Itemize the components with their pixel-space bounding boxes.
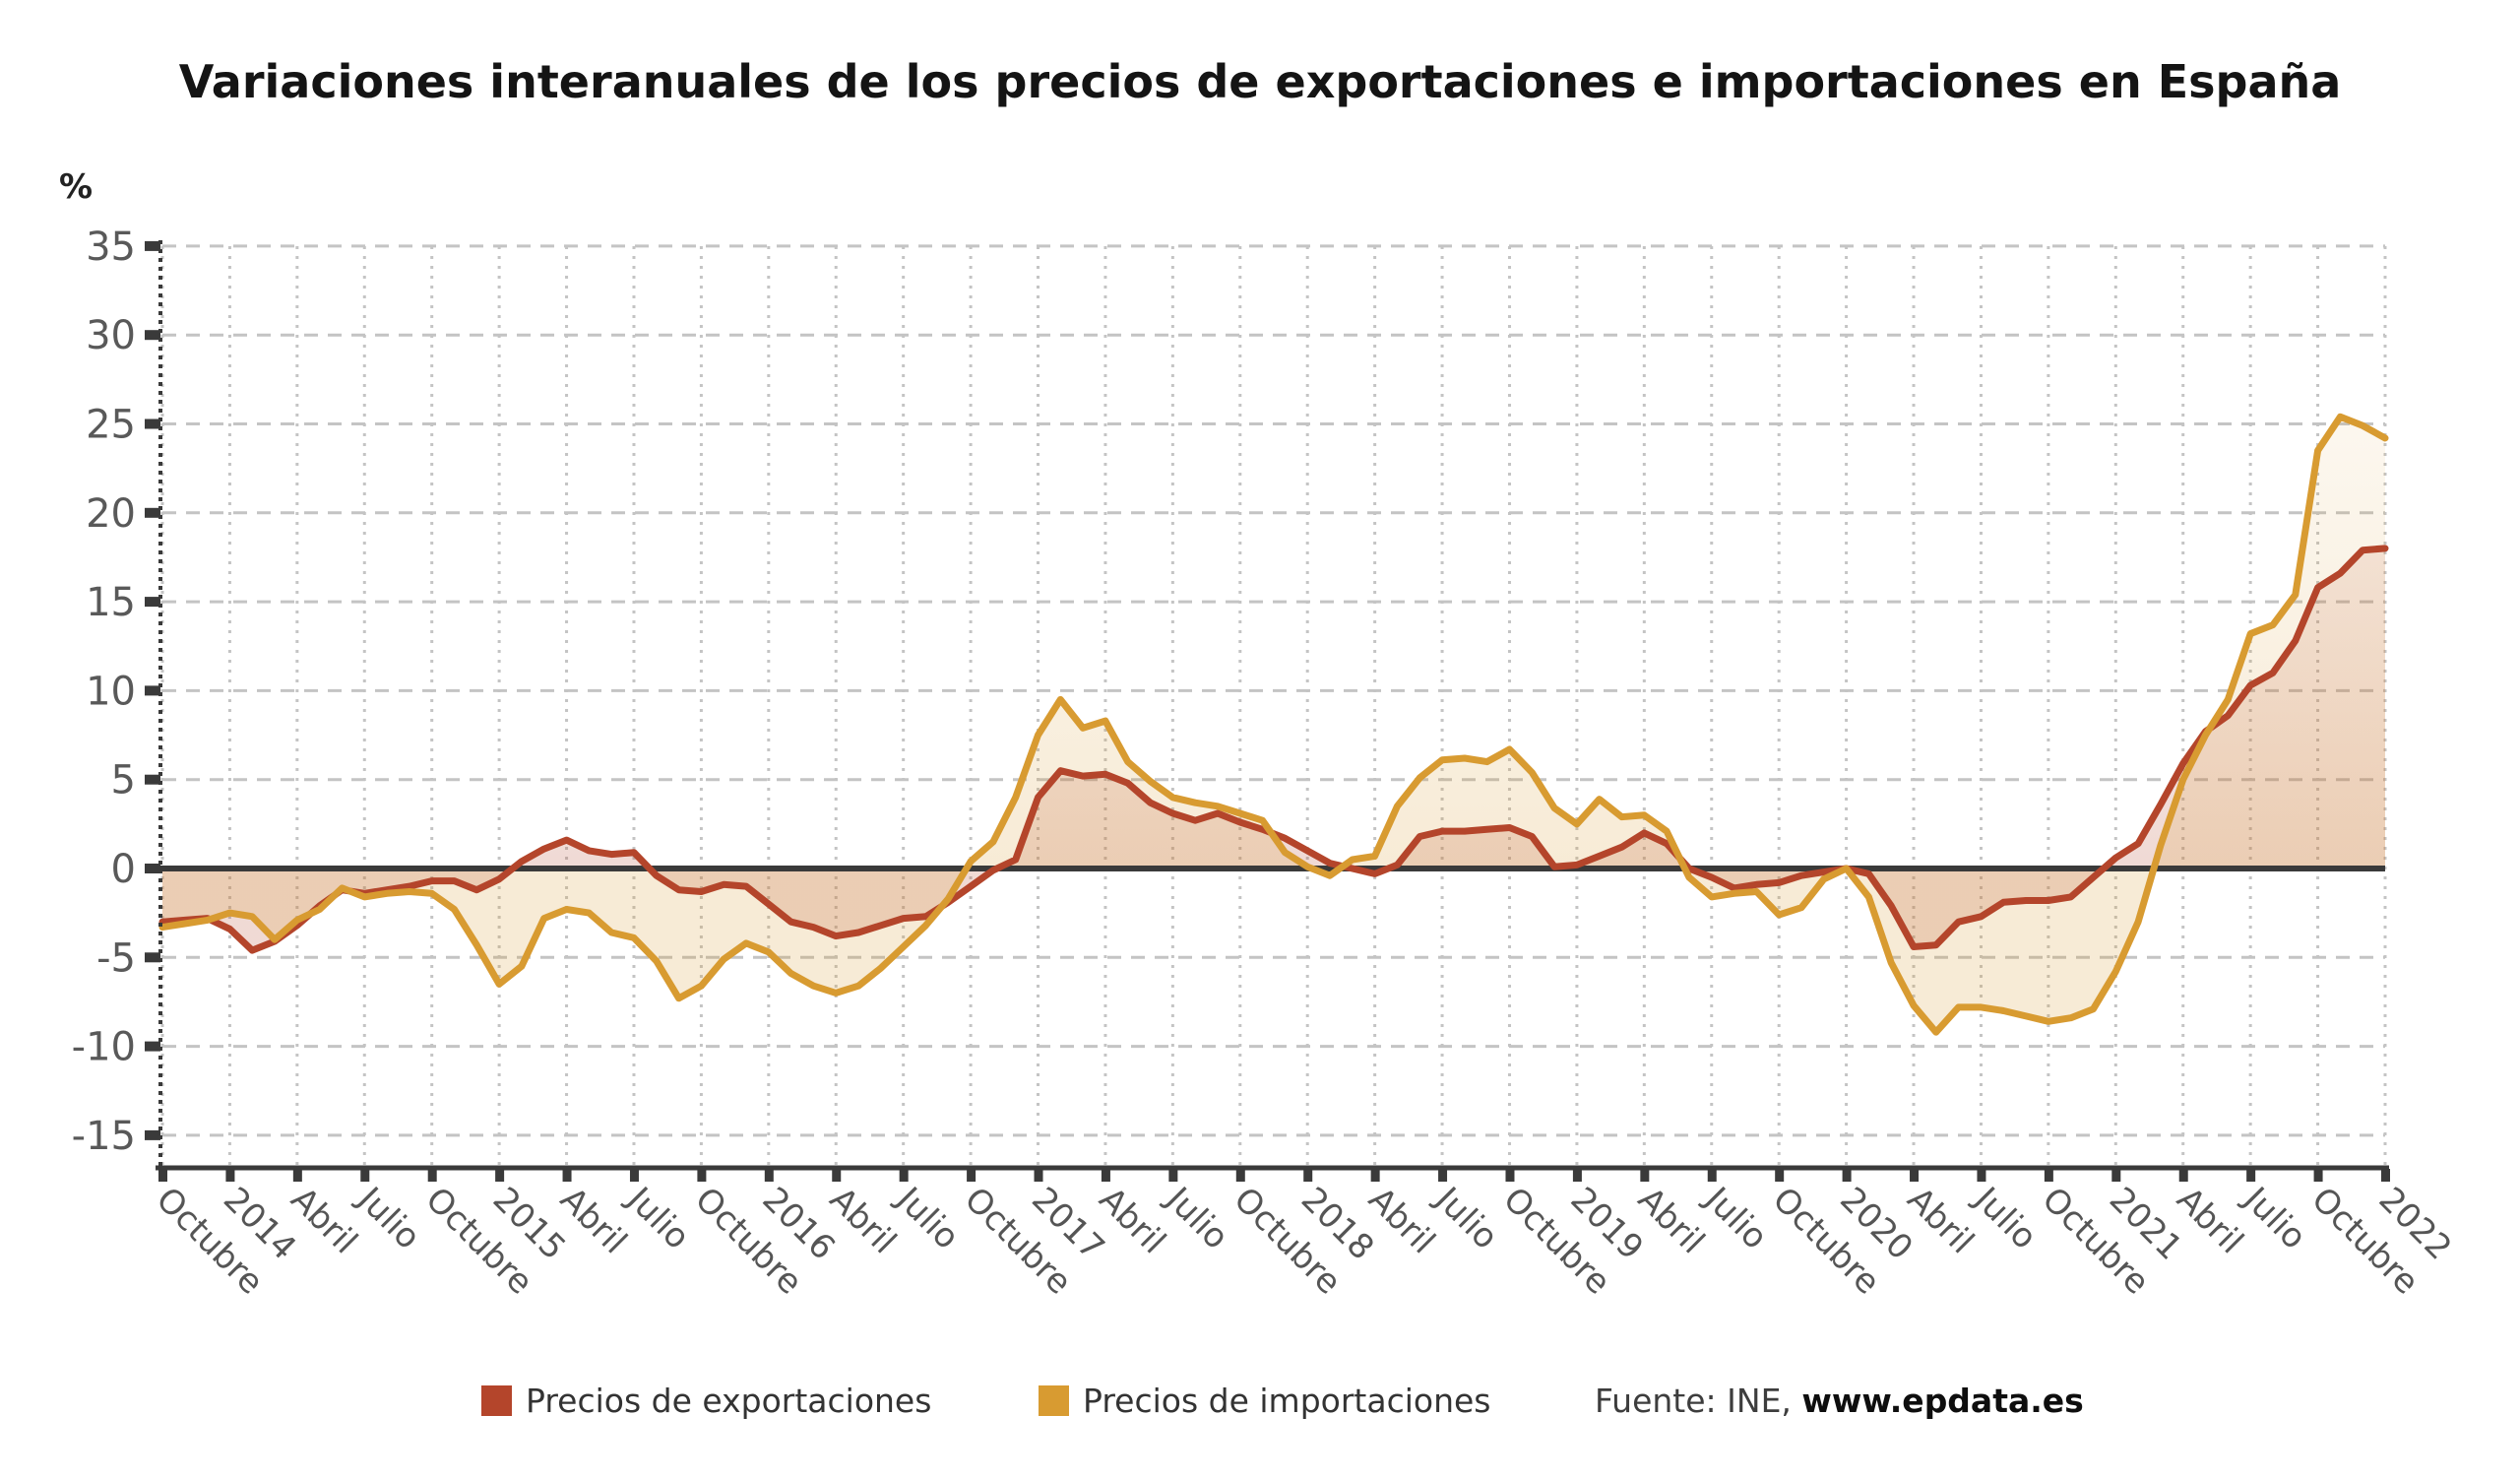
- x-tick-label: Julio: [618, 1179, 697, 1257]
- y-tick-label: 35: [86, 225, 136, 270]
- y-axis-labels: 35 30 25 20 15 10 5 0 -5 -10 -15: [72, 225, 160, 1159]
- y-tick-label: -5: [96, 935, 136, 981]
- import-price-line: [158, 413, 2389, 1036]
- y-tick-label: -10: [72, 1025, 136, 1070]
- x-tick-label: Abril: [1900, 1180, 1982, 1261]
- legend-item-importaciones: Precios de importaciones: [1039, 1382, 1490, 1420]
- x-tick-label: Julio: [2235, 1179, 2313, 1257]
- x-tick-label: Abril: [283, 1180, 364, 1261]
- chart-title: Variaciones interanuales de los precios …: [178, 55, 2342, 108]
- legend-item-exportaciones: Precios de exportaciones: [481, 1382, 931, 1420]
- x-tick-label: Julio: [888, 1179, 967, 1257]
- x-tick-label: Abril: [2169, 1180, 2250, 1261]
- y-tick-label: 5: [111, 758, 136, 804]
- y-tick-label: 25: [86, 403, 136, 448]
- x-tick-label: Abril: [822, 1180, 904, 1261]
- x-axis-labels: Octubre2014AbrilJulioOctubre2015AbrilJul…: [149, 1169, 2459, 1303]
- y-tick-label: 10: [86, 669, 136, 714]
- y-tick-label: 30: [86, 313, 136, 358]
- import-series-swatch: [1039, 1385, 1069, 1416]
- source-site: www.epdata.es: [1801, 1382, 2084, 1420]
- y-axis-unit-label: %: [59, 167, 94, 207]
- export-series-label: Precios de exportaciones: [526, 1382, 932, 1420]
- source-prefix: Fuente: INE,: [1595, 1382, 1802, 1420]
- export-series-swatch: [481, 1385, 512, 1416]
- x-tick-label: Abril: [1092, 1180, 1173, 1261]
- y-tick-label: 0: [111, 847, 136, 892]
- source-attribution: Fuente: INE, www.epdata.es: [1595, 1382, 2084, 1420]
- x-tick-label: Abril: [552, 1180, 634, 1261]
- x-tick-label: Julio: [1158, 1179, 1236, 1257]
- y-tick-label: -15: [72, 1114, 136, 1159]
- x-tick-label: Abril: [1630, 1180, 1712, 1261]
- x-tick-label: Julio: [1426, 1179, 1505, 1257]
- y-tick-label: 15: [86, 580, 136, 625]
- x-tick-label: Julio: [1966, 1179, 2045, 1257]
- import-area-fill: [162, 417, 2385, 1033]
- x-tick-label: Abril: [1360, 1180, 1442, 1261]
- import-series-label: Precios de importaciones: [1083, 1382, 1491, 1420]
- x-tick-label: Julio: [1696, 1179, 1775, 1257]
- y-tick-label: 20: [86, 491, 136, 537]
- x-gridlines: [160, 246, 2387, 1168]
- x-tick-label: Julio: [348, 1179, 427, 1257]
